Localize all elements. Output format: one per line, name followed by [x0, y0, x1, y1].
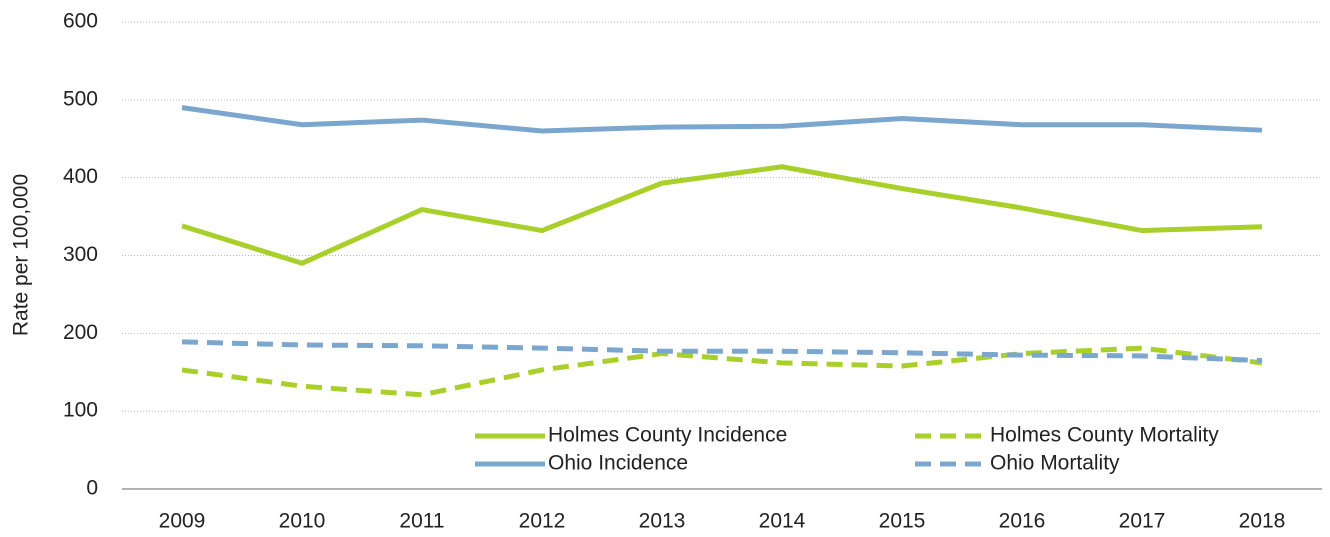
y-tick-label: 300	[63, 243, 98, 266]
x-tick-label: 2014	[759, 510, 806, 533]
x-tick-label: 2015	[879, 510, 926, 533]
line-series	[181, 339, 1263, 364]
x-tick-label: 2009	[159, 510, 206, 533]
y-tick-label: 400	[63, 165, 98, 188]
legend-label: Holmes County Mortality	[990, 424, 1219, 447]
x-tick-label: 2012	[519, 510, 566, 533]
line-series	[181, 105, 1263, 134]
x-tick-label: 2010	[279, 510, 326, 533]
x-tick-label: 2011	[399, 510, 444, 533]
legend-label: Ohio Mortality	[990, 452, 1120, 475]
y-tick-label: 100	[63, 399, 98, 422]
x-tick-label: 2016	[999, 510, 1046, 533]
y-tick-label: 500	[63, 87, 98, 110]
x-tick-label: 2018	[1239, 510, 1286, 533]
x-tick-label: 2013	[639, 510, 686, 533]
line-series	[181, 164, 1263, 266]
line-series	[181, 345, 1263, 398]
y-tick-label: 0	[86, 477, 98, 500]
y-tick-label: 200	[63, 321, 98, 344]
legend-label: Ohio Incidence	[548, 452, 688, 475]
y-axis-label: Rate per 100,000	[10, 174, 33, 336]
y-tick-label: 600	[63, 10, 98, 33]
legend-label: Holmes County Incidence	[548, 424, 787, 447]
x-tick-label: 2017	[1119, 510, 1166, 533]
